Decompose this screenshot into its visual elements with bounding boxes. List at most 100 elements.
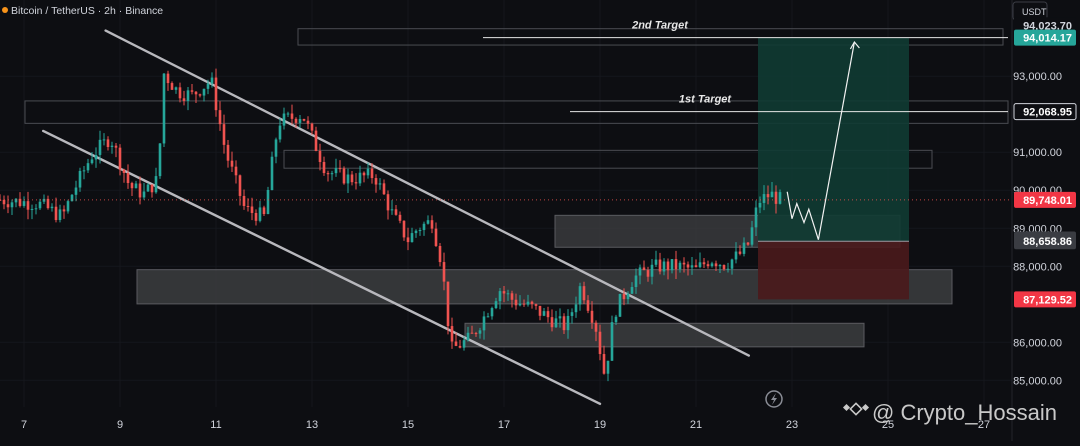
currency-label: USDT <box>1022 7 1047 17</box>
candle-body <box>82 170 86 172</box>
channel-lower-line[interactable] <box>42 129 602 406</box>
projected-path <box>786 40 860 240</box>
candle-body <box>338 168 342 170</box>
candle-body <box>582 286 586 301</box>
candle-body <box>38 201 42 209</box>
candle-body <box>114 145 118 148</box>
candle-body <box>182 98 186 101</box>
candle-body <box>466 332 470 341</box>
projection-line <box>786 41 855 240</box>
candle-body <box>774 191 778 204</box>
candle-body <box>746 242 750 245</box>
candle-body <box>550 317 554 328</box>
candle-body <box>390 209 394 211</box>
candle-body <box>138 183 142 198</box>
candle-body <box>710 263 714 267</box>
candle-body <box>722 265 726 270</box>
target-zone[interactable] <box>758 37 909 242</box>
candle-body <box>126 172 130 184</box>
candle-body <box>762 194 766 203</box>
candle-body <box>190 90 194 92</box>
candle-body <box>518 303 522 306</box>
candle-body <box>694 265 698 268</box>
candle-body <box>446 281 450 327</box>
candle-body <box>726 268 730 270</box>
candle-body <box>262 207 266 215</box>
candle-body <box>354 182 358 184</box>
candle-body <box>622 293 626 300</box>
candle-body <box>258 207 262 221</box>
candle-body <box>370 168 374 179</box>
candle-body <box>586 300 590 311</box>
candle-body <box>290 113 294 119</box>
candle-body <box>438 245 442 263</box>
candle-body <box>214 77 218 111</box>
candle-body <box>218 110 222 125</box>
bitcoin-icon <box>2 7 8 13</box>
price-axis-tags: 94,023.7094,014.1792,068.9589,748.0188,7… <box>1013 17 1077 308</box>
candle-body <box>142 191 146 198</box>
candle-body <box>566 315 570 331</box>
candle-body <box>574 304 578 313</box>
candle-body <box>94 154 98 160</box>
candle-body <box>322 161 326 174</box>
candle-body <box>170 83 174 90</box>
candle-body <box>730 259 734 269</box>
candle-body <box>510 293 514 300</box>
price-tag <box>1014 291 1076 308</box>
candle-body <box>146 184 150 192</box>
candle-body <box>750 227 754 245</box>
time-tick-label: 27 <box>978 419 990 431</box>
candle-body <box>670 259 674 271</box>
candle-body <box>738 251 742 254</box>
candle-body <box>666 261 670 271</box>
candle-body <box>254 212 258 221</box>
bolt-icon[interactable] <box>765 390 783 408</box>
target-lines: 2nd Target 1st Target <box>483 20 1008 113</box>
candle-body <box>474 333 478 335</box>
candle-body <box>310 123 314 131</box>
price-tag-label: 94,023.70 <box>1023 20 1072 32</box>
candle-body <box>494 301 498 309</box>
candle-body <box>106 139 110 148</box>
candle-body <box>14 198 18 203</box>
price-tag <box>1014 233 1076 250</box>
candle-body <box>134 183 138 189</box>
symbol-title[interactable]: Bitcoin / TetherUS · 2h · Binance <box>11 5 163 17</box>
candle-body <box>486 316 490 318</box>
price-tick-label: 91,000.00 <box>1013 147 1062 159</box>
candle-body <box>770 191 774 198</box>
candle-body <box>686 264 690 268</box>
candle-body <box>102 139 106 141</box>
price-tag-label: 87,129.52 <box>1023 294 1072 306</box>
stop-zone[interactable] <box>758 241 909 300</box>
candle-body <box>98 139 102 155</box>
candle-body <box>90 159 94 164</box>
candle-body <box>238 175 242 196</box>
candle-body <box>430 220 434 229</box>
descending-channel[interactable] <box>42 29 750 406</box>
time-tick-label: 17 <box>498 419 510 431</box>
candle-body <box>450 326 454 342</box>
price-tag-label: 92,068.95 <box>1023 107 1072 119</box>
candle-body <box>302 118 306 121</box>
candle-body <box>454 341 458 346</box>
candle-body <box>174 87 178 90</box>
time-tick-label: 9 <box>117 419 123 431</box>
price-tick-label: 88,000.00 <box>1013 261 1062 273</box>
candle-body <box>422 223 426 231</box>
candle-body <box>542 311 546 316</box>
channel-upper-line[interactable] <box>104 29 750 357</box>
candle-body <box>758 202 762 208</box>
candle-body <box>570 312 574 316</box>
candle-body <box>30 208 34 210</box>
candle-body <box>470 332 474 334</box>
candle-body <box>230 160 234 167</box>
candle-body <box>490 308 494 317</box>
candle-body <box>578 286 582 305</box>
long-position-tool[interactable] <box>758 37 909 300</box>
candle-body <box>402 220 406 238</box>
candle-body <box>562 316 566 331</box>
